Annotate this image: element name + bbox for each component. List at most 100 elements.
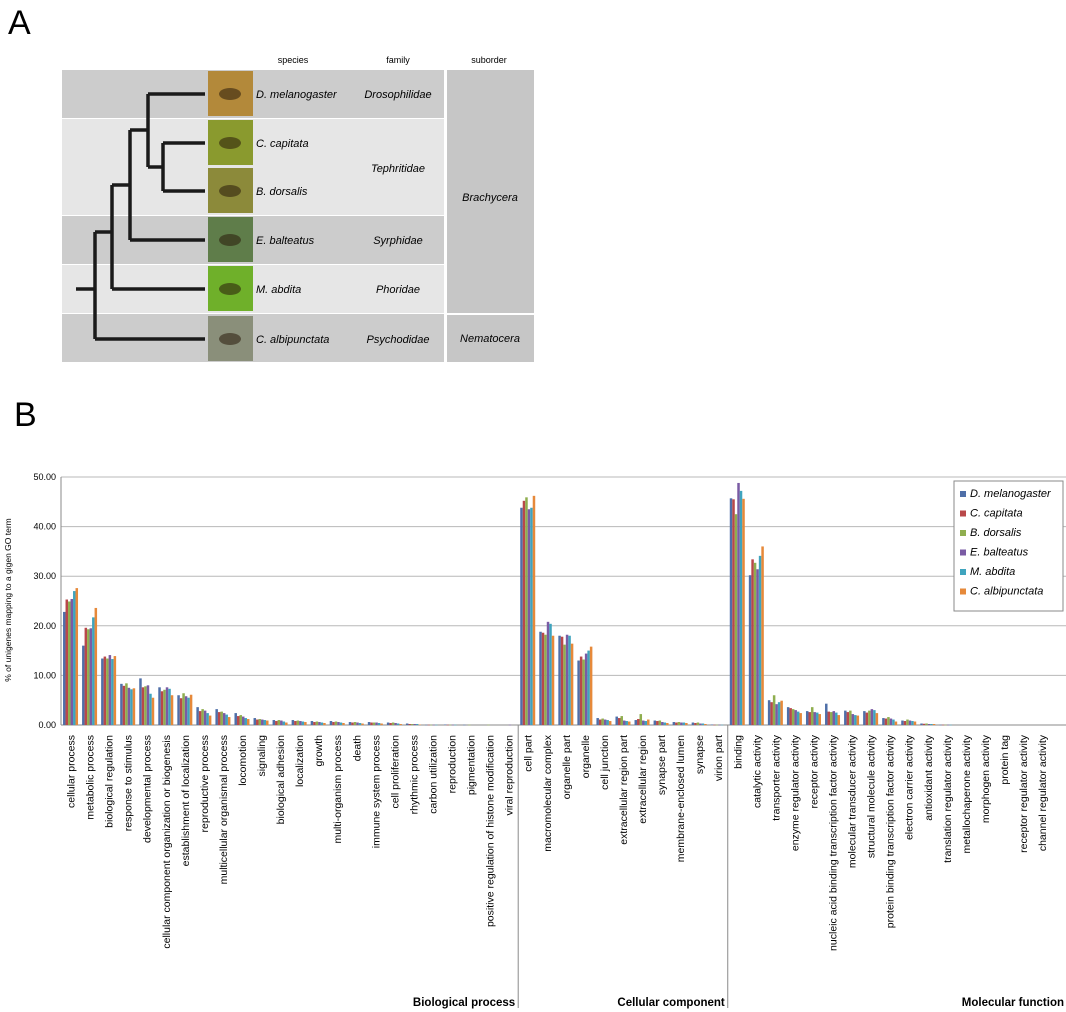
bar [358,723,362,725]
header-family: family [386,55,410,65]
y-axis-ticks: 0.00 10.00 20.00 30.00 40.00 50.00 [33,472,56,730]
bar [815,712,819,725]
legend-label: C. albipunctata [970,586,1043,598]
bar [294,721,297,725]
bar [620,716,623,725]
bar [539,631,542,725]
bar [68,601,71,725]
bar [625,721,628,725]
bar [122,685,126,725]
bar [753,562,757,725]
bar [165,687,169,725]
bar [699,723,702,725]
bar [863,711,866,725]
bar [201,709,204,725]
x-tick-label: metabolic process [85,735,97,820]
bar [563,644,566,725]
bar [258,719,262,725]
x-tick-label: macromolecular complex [542,734,554,851]
x-tick-label: catalytic activity [751,734,763,808]
species-name: B. dorsalis [256,186,308,198]
bar [672,722,676,725]
family-name: Psychodidae [367,334,430,346]
bar [577,660,580,725]
bar [127,687,131,725]
bar [832,711,836,725]
bar [622,720,626,725]
bar [865,712,869,725]
bar [396,723,400,725]
legend-swatch [960,530,966,536]
bar [582,659,585,725]
y-axis-label: % of unigenes mapping to a gigen GO term [3,518,13,681]
bar [125,683,128,725]
bar [946,724,950,726]
bar [794,710,797,725]
bar [718,724,721,726]
bar [903,721,907,725]
bar [748,575,752,725]
y-tick-label: 0.00 [38,720,56,730]
bar [767,700,771,725]
x-tick-label: reproductive process [199,735,211,832]
bar [315,721,319,725]
bar [187,697,190,725]
bar [272,720,276,725]
bar [84,627,88,725]
x-tick-label: cell proliferation [389,735,401,809]
phylogenetic-tree [76,92,205,341]
bar [544,634,547,725]
bar [141,687,145,725]
bar [351,722,354,725]
panel-b-letter: B [14,396,37,434]
legend-label: M. abdita [970,566,1015,578]
bar [299,721,302,725]
x-tick-label: molecular transducer activity [847,734,859,868]
bar [570,643,574,725]
bar [70,599,74,725]
y-tick-label: 40.00 [33,522,56,532]
bar [301,721,305,725]
bar [704,724,707,725]
x-tick-label: biological regulation [104,735,116,828]
bar [244,718,247,725]
bar [849,710,852,725]
bar [160,691,164,725]
x-tick-label: positive regulation of histone modificat… [485,735,497,927]
x-tick-label: antioxidant activity [923,734,935,821]
bar [603,719,607,725]
phylogeny-panel: species family suborder D. melanogaster D… [62,55,534,362]
bar [737,482,740,725]
x-tick-label: synapse part [656,735,668,795]
bar [666,723,669,725]
bar [549,623,552,725]
tree-node-phoridae [95,185,114,289]
bar [742,498,745,725]
bar [596,718,599,725]
bar [454,724,457,726]
bar [525,497,528,725]
x-tick-label: organelle [580,735,592,778]
bar [911,721,914,725]
bar [198,711,202,725]
bar [715,724,719,726]
bar [329,721,333,725]
bar [882,718,885,725]
bar [799,713,802,725]
bar [361,723,364,725]
bar [246,719,250,725]
bar [901,720,904,725]
x-tick-label: developmental process [142,735,154,843]
bar [334,721,338,725]
legend-swatch [960,588,966,595]
bar [608,721,612,725]
bar [875,713,879,725]
bar [825,703,828,725]
x-tick-label: multi-organism process [332,735,344,844]
bar [63,611,66,725]
bar [805,711,809,725]
bar [584,653,588,725]
bar [710,724,714,726]
bar [601,718,604,725]
bar [399,724,402,725]
